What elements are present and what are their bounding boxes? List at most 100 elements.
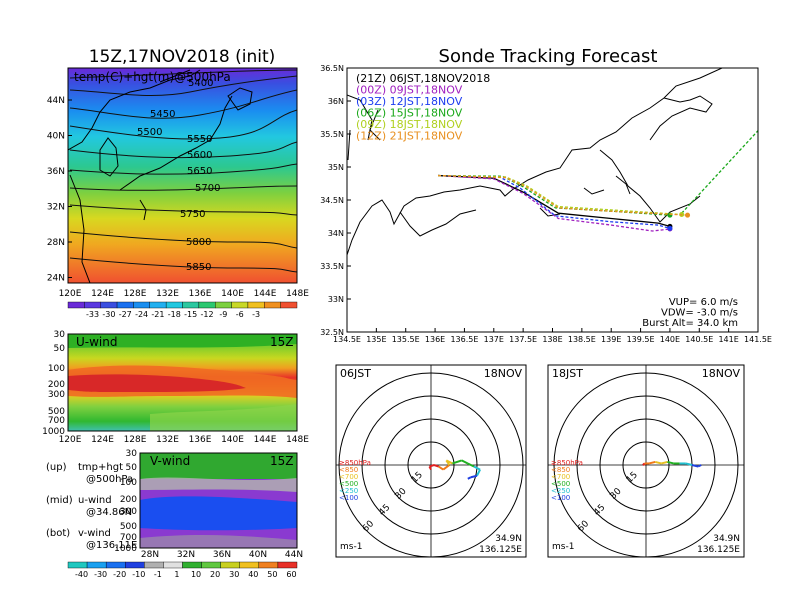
hodograph-segment (442, 464, 450, 471)
parameter-line: Burst Alt= 34.0 km (642, 318, 738, 329)
colorbar-cell (125, 561, 145, 569)
uwind-label: U-wind (76, 335, 117, 349)
colorbar-tick: -33 (86, 310, 99, 319)
tracking-lat-tick: 35.5N (320, 130, 344, 139)
colorbar-tick: -27 (119, 310, 132, 319)
map-lon-tick: 148E (286, 289, 309, 299)
vwind-lat-ticks: 28N 32N 36N 40N 44N (141, 550, 303, 560)
hodograph-segment (661, 460, 668, 465)
hodograph-segment (648, 460, 656, 465)
colorbar-cell (239, 561, 260, 569)
map-lon-tick: 136E (189, 289, 212, 299)
contour-label: 5850 (186, 262, 211, 273)
vwind-pressure-tick: 500 (120, 522, 137, 532)
tracking-panel (346, 67, 759, 333)
colorbar-cell (165, 301, 183, 309)
map-lon-tick: 128E (124, 289, 147, 299)
colorbar-tick: -3 (252, 310, 260, 319)
map-panel: 5450 5500 5550 5600 5650 5700 5750 5800 … (67, 67, 298, 284)
uwind-lon-tick: 148E (286, 435, 309, 445)
vwind-lat-tick: 40N (249, 550, 267, 560)
legend-entry: (03Z) 12JST,18NOV (356, 95, 463, 108)
contour-label: 5450 (150, 109, 175, 120)
tracking-lon-tick: 136E (425, 335, 445, 344)
contour-label: 5500 (137, 127, 162, 138)
level-legend-entry: <700 (339, 473, 358, 481)
vwind-label: V-wind (150, 454, 190, 468)
contour-label: 5550 (187, 134, 212, 145)
map-lat-ticks: 44N 40N 36N 32N 28N 24N (47, 96, 72, 284)
note-sub: @500hPa (86, 474, 133, 485)
tracking-lon-tick: 137E (484, 335, 504, 344)
colorbar-cell (182, 561, 202, 569)
hodograph-date: 18NOV (702, 367, 741, 380)
colorbar-tick: 40 (248, 570, 258, 579)
colorbar-tick: 30 (229, 570, 239, 579)
map-lon-tick: 124E (91, 289, 114, 299)
tracking-lon-tick: 141.5E (744, 335, 772, 344)
tracking-lon-ticks: 134.5E 135E 135.5E 136E 136.5E 137E 137.5E 138E… (333, 328, 772, 344)
colorbar-tick: -40 (75, 570, 88, 579)
height-contours (69, 69, 297, 273)
vwind-lat-tick: 32N (177, 550, 195, 560)
track-extension (681, 130, 758, 214)
legend-entry: (09Z) 18JST,18NOV (356, 118, 463, 131)
legend-entry: (00Z) 09JST,18NOV (356, 84, 463, 97)
uwind-pressure-tick: 100 (48, 364, 65, 374)
tracking-legend: (21Z) 06JST,18NOV2018(00Z) 09JST,18NOV(0… (356, 72, 490, 143)
vwind-pressure-tick: 30 (126, 449, 138, 459)
uwind-time: 15Z (270, 335, 294, 349)
hodograph-segment (467, 462, 475, 468)
tracking-lat-tick: 33.5N (320, 262, 344, 271)
vwind-pressure-tick: 50 (126, 463, 138, 473)
colorbar-tick: -21 (151, 310, 164, 319)
vwind-lat-tick: 44N (285, 550, 303, 560)
hodograph-segment (667, 460, 674, 465)
hodograph-segment (691, 464, 699, 468)
colorbar-cell (163, 561, 183, 569)
colorbar-tick: -20 (113, 570, 126, 579)
map-lon-ticks: 120E 124E 128E 132E 136E 140E 144E 148E (59, 289, 310, 299)
colorbar-cell (100, 301, 118, 309)
uwind-lon-tick: 120E (59, 435, 82, 445)
hodograph-units: ms-1 (552, 542, 574, 552)
contour-label: 5700 (195, 183, 220, 194)
colorbar-cell (182, 301, 200, 309)
hodograph-time: 18JST (552, 367, 583, 380)
tracking-lon-tick: 141E (718, 335, 738, 344)
tracking-lat-tick: 33N (328, 295, 344, 304)
tracking-lat-ticks: 32.5N 33N 33.5N 34N 34.5N 35N 35.5N 36N 36.5N (320, 64, 351, 337)
hodograph-segment (433, 464, 439, 468)
hodograph-date: 18NOV (484, 367, 523, 380)
hodograph-segment (473, 465, 481, 471)
contour-label: 5800 (186, 237, 211, 248)
contour-label: 5650 (187, 166, 212, 177)
map-lon-tick: 140E (221, 289, 244, 299)
tracking-lat-tick: 34.5N (320, 196, 344, 205)
colorbar-tick: -30 (94, 570, 107, 579)
colorbar-tick: -24 (135, 310, 148, 319)
tracking-lon-tick: 138E (542, 335, 562, 344)
hodograph-time: 06JST (340, 367, 371, 380)
coastlines (68, 69, 253, 283)
map-field-label: temp(C)+hgt(m)@500hPa (74, 70, 231, 84)
uwind-lon-tick: 136E (189, 435, 212, 445)
parameter-line: VDW= -3.0 m/s (661, 308, 738, 319)
tracking-lat-tick: 36N (328, 97, 344, 106)
colorbar-cell (277, 561, 298, 569)
level-legend-entry: <250 (551, 487, 570, 495)
colorbar-tick: -12 (200, 310, 213, 319)
tracking-lon-tick: 139.5E (627, 335, 655, 344)
sonde-tracks (437, 130, 758, 232)
map-lat-tick: 36N (47, 167, 65, 177)
landing-point (667, 225, 673, 231)
tracking-lon-tick: 137.5E (509, 335, 537, 344)
tracking-lon-tick: 135.5E (392, 335, 420, 344)
colorbar-cell (84, 301, 101, 309)
contour-label: 5600 (187, 150, 212, 161)
colorbar-cell (201, 561, 221, 569)
colorbar-tick: -1 (154, 570, 162, 579)
